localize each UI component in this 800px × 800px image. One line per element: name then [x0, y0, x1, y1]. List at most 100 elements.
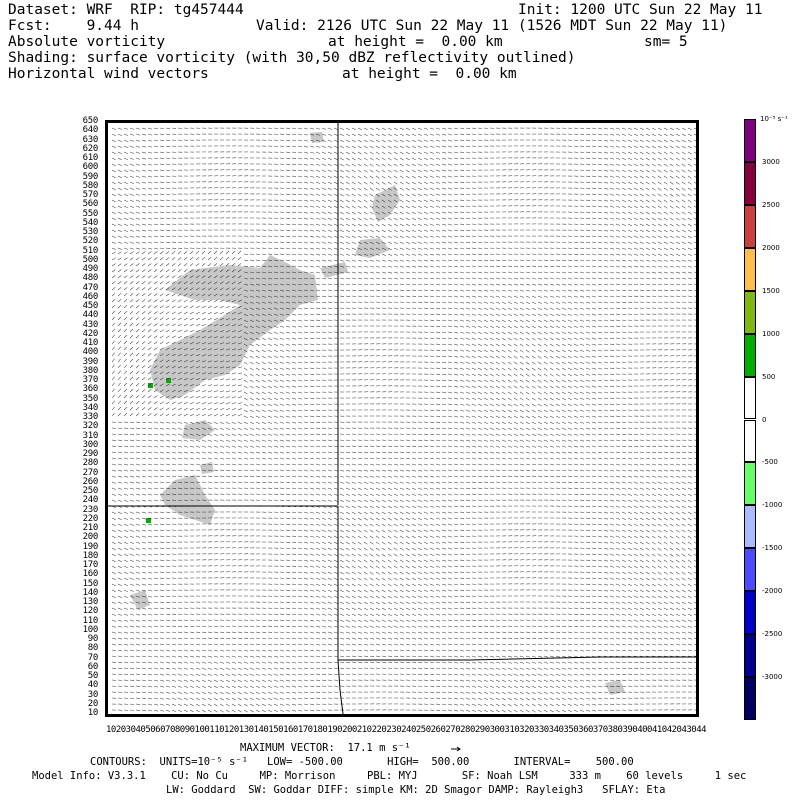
y-tick-label: 60: [87, 661, 99, 672]
colorbar-swatch: [744, 548, 756, 592]
forecast-hour: Fcst: 9.44 h: [8, 18, 139, 34]
vorticity-shading: [372, 185, 400, 222]
colorbar-swatch: [744, 119, 756, 162]
y-tick-label: 370: [82, 375, 99, 385]
colorbar-swatch: [744, 419, 756, 463]
colorbar-label: 1500: [762, 286, 780, 295]
y-tick-label: 310: [82, 430, 99, 441]
valid-time: Valid: 2126 UTC Sun 22 May 11 (1526 MDT …: [256, 18, 728, 34]
colorbar-swatch: [744, 634, 756, 678]
colorbar-swatch: [744, 677, 756, 720]
vorticity-shading: [200, 462, 214, 474]
y-tick-label: 170: [82, 560, 99, 570]
colorbar-swatch: [744, 204, 756, 248]
y-tick-label: 460: [82, 291, 99, 302]
y-tick-label: 260: [82, 476, 99, 487]
y-tick-label: 440: [82, 310, 99, 321]
colorbar-label: -1000: [762, 501, 783, 510]
colorbar-swatch: [744, 290, 756, 334]
colorbar-swatch: [744, 161, 756, 205]
field-name: Absolute vorticity: [8, 34, 166, 50]
colorbar-units: 10⁻⁵ s⁻¹: [760, 115, 788, 123]
y-tick-label: 430: [82, 319, 99, 330]
model-info-physics: LW: Goddard SW: Goddar DIFF: simple KM: …: [166, 784, 666, 796]
vector-height: at height = 0.00 km: [342, 66, 517, 82]
y-tick-label: 530: [82, 227, 99, 237]
state-boundary: [338, 656, 696, 661]
positive-vorticity-spot: [148, 383, 153, 388]
y-tick-label: 330: [82, 412, 99, 422]
vorticity-shading: [355, 238, 390, 258]
y-tick-label: 340: [82, 402, 99, 413]
colorbar-swatch: [744, 376, 756, 420]
colorbar-label: 0: [762, 415, 767, 424]
dataset-title: Dataset: WRF RIP: tg457444: [8, 2, 244, 18]
y-tick-label: 390: [82, 356, 99, 367]
vorticity-shading: [320, 262, 348, 278]
y-tick-label: 110: [82, 615, 99, 626]
y-tick-label: 100: [82, 624, 99, 635]
y-tick-label: 650: [82, 116, 99, 126]
y-tick-label: 280: [82, 458, 99, 469]
y-tick-label: 360: [82, 384, 99, 395]
vorticity-shading: [310, 132, 324, 143]
y-tick-label: 10: [87, 708, 99, 718]
y-tick-label: 350: [82, 393, 99, 404]
colorbar-label: 2500: [762, 200, 780, 209]
y-tick-label: 70: [87, 652, 99, 663]
colorbar-label: 3000: [762, 157, 780, 166]
colorbar-label: -2500: [762, 630, 783, 639]
map-plot-area: [105, 120, 699, 717]
y-tick-label: 50: [87, 671, 99, 681]
y-tick-label: 140: [82, 587, 99, 598]
init-time: Init: 1200 UTC Sun 22 May 11: [518, 2, 763, 18]
colorbar-label: -2000: [762, 587, 783, 596]
y-tick-label: 640: [82, 125, 99, 136]
wind-vectors: [111, 127, 699, 713]
model-info: Model Info: V3.3.1 CU: No Cu MP: Morriso…: [32, 770, 747, 782]
y-tick-label: 550: [82, 208, 99, 219]
y-tick-label: 490: [82, 264, 99, 274]
shading-description: Shading: surface vorticity (with 30,50 d…: [8, 50, 576, 66]
y-tick-label: 410: [82, 338, 99, 348]
y-tick-label: 190: [82, 541, 99, 552]
y-tick-label: 380: [82, 365, 99, 376]
maximum-vector: MAXIMUM VECTOR: 17.1 m s⁻¹: [240, 742, 411, 754]
y-tick-label: 180: [82, 550, 99, 561]
y-tick-label: 590: [82, 171, 99, 182]
y-tick-label: 500: [82, 254, 99, 265]
vorticity-shading: [182, 420, 215, 440]
colorbar-swatch: [744, 333, 756, 377]
y-tick-label: 20: [87, 698, 99, 709]
colorbar-label: -500: [762, 458, 778, 467]
y-tick-label: 270: [82, 467, 99, 478]
vorticity-shading: [160, 475, 215, 525]
colorbar-label: 1000: [762, 329, 780, 338]
y-tick-label: 290: [82, 449, 99, 459]
y-tick-label: 240: [82, 495, 99, 506]
contours-info: CONTOURS: UNITS=10⁻⁵ s⁻¹ LOW= -500.00 HI…: [90, 756, 634, 768]
y-tick-label: 120: [82, 606, 99, 617]
positive-vorticity-spot: [146, 518, 151, 523]
field-height: at height = 0.00 km: [328, 34, 503, 50]
y-tick-label: 540: [82, 217, 99, 228]
y-tick-label: 300: [82, 439, 99, 450]
y-tick-label: 220: [82, 513, 99, 524]
colorbar-label: -3000: [762, 673, 783, 682]
vector-field-name: Horizontal wind vectors: [8, 66, 209, 82]
colorbar-label: 500: [762, 372, 776, 381]
y-tick-label: 570: [82, 190, 99, 200]
y-tick-label: 40: [87, 680, 99, 691]
y-tick-label: 230: [82, 504, 99, 515]
y-tick-label: 450: [82, 301, 99, 311]
y-tick-label: 200: [82, 532, 99, 543]
y-tick-label: 560: [82, 199, 99, 210]
smoothing: sm= 5: [644, 34, 688, 50]
y-tick-label: 160: [82, 569, 99, 580]
y-tick-label: 630: [82, 134, 99, 145]
colorbar-label: 2000: [762, 243, 780, 252]
colorbar-swatch: [744, 247, 756, 291]
y-tick-label: 470: [82, 282, 99, 293]
y-tick-label: 400: [82, 347, 99, 358]
colorbar-swatch: [744, 591, 756, 635]
